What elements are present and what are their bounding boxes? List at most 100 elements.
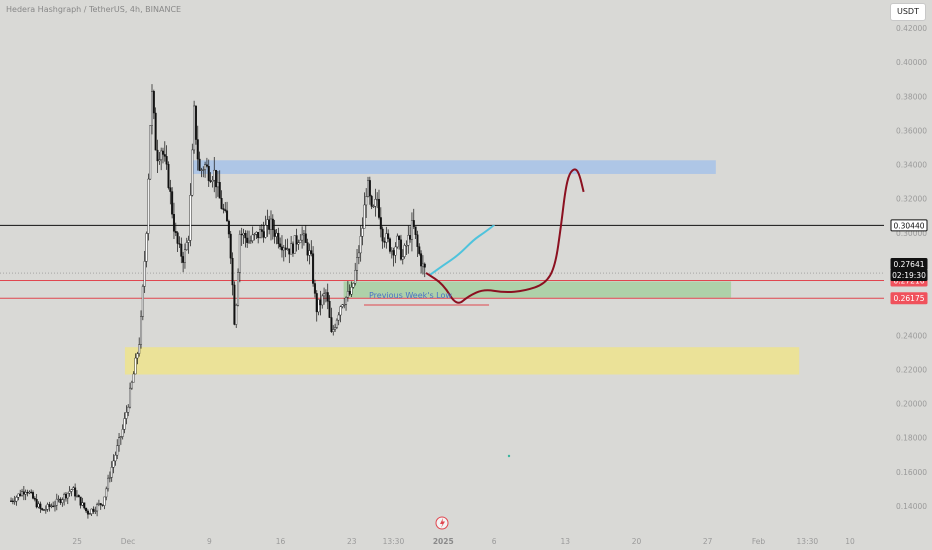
- candle-down: [280, 246, 283, 251]
- candle-down: [163, 154, 166, 157]
- candle-up: [63, 494, 66, 500]
- candle-up: [160, 150, 163, 160]
- candle-down: [348, 291, 351, 295]
- candle-down: [39, 503, 42, 509]
- candle-down: [171, 191, 174, 215]
- candle-down: [156, 149, 159, 162]
- candle-up: [248, 240, 251, 243]
- candle-down: [310, 250, 313, 254]
- candle-down: [79, 496, 82, 506]
- candle-up: [123, 418, 126, 430]
- y-tick-label: 0.40000: [896, 58, 927, 67]
- candle-down: [92, 508, 95, 512]
- candle-up: [94, 510, 97, 512]
- candle-up: [136, 353, 139, 359]
- x-tick-label: 9: [207, 537, 212, 546]
- candle-up: [264, 225, 267, 238]
- candle-up: [110, 467, 113, 478]
- candle-up: [407, 235, 410, 246]
- candle-countdown-tag: 02:19:30: [892, 271, 926, 280]
- candle-up: [385, 233, 388, 243]
- candle-up: [350, 286, 353, 295]
- candle-down: [83, 502, 86, 509]
- candle-up: [114, 454, 117, 462]
- candle-down: [226, 210, 229, 222]
- candle-up: [293, 235, 296, 254]
- candle-down: [268, 219, 271, 230]
- candle-down: [414, 226, 417, 235]
- candle-up: [130, 381, 133, 389]
- candle-up: [282, 247, 285, 251]
- candle-up: [143, 261, 146, 287]
- candle-up: [191, 149, 194, 196]
- candle-down: [52, 505, 55, 507]
- current-price-tag: 0.27641: [893, 260, 924, 269]
- candle-up: [66, 492, 69, 499]
- candle-up: [108, 477, 111, 479]
- candle-down: [33, 498, 36, 500]
- candle-down: [399, 239, 402, 260]
- candle-down: [209, 180, 212, 182]
- candle-down: [74, 487, 77, 497]
- candle-down: [416, 234, 419, 247]
- x-tick-label: 16: [276, 537, 286, 546]
- candle-up: [242, 233, 245, 236]
- candle-up: [401, 256, 404, 260]
- candle-up: [390, 250, 393, 252]
- candle-down: [10, 500, 13, 502]
- candle-up: [37, 503, 40, 508]
- x-tick-label: 6: [492, 537, 497, 546]
- candle-up: [317, 299, 320, 313]
- candle-down: [178, 243, 181, 245]
- candle-down: [295, 235, 298, 245]
- candle-down: [220, 198, 223, 209]
- candle-down: [387, 233, 390, 239]
- candle-up: [337, 314, 340, 321]
- candle-down: [224, 209, 227, 211]
- candle-up: [345, 297, 348, 305]
- candle-down: [231, 257, 234, 286]
- candle-up: [332, 329, 335, 332]
- candle-down: [277, 232, 280, 245]
- candle-down: [379, 217, 382, 230]
- candle-up: [121, 429, 124, 437]
- candle-countdown-tag-box: [890, 269, 928, 282]
- y-tick-label: 0.34000: [896, 161, 927, 170]
- y-tick-label: 0.18000: [896, 434, 927, 443]
- candle-down: [377, 198, 380, 218]
- candle-down: [423, 263, 426, 268]
- candle-up: [354, 270, 357, 284]
- candle-down: [260, 229, 263, 232]
- candle-up: [275, 232, 278, 237]
- candle-up: [116, 445, 119, 456]
- candle-up: [396, 235, 399, 248]
- candle-down: [194, 105, 197, 140]
- candle-down: [77, 495, 80, 498]
- candle-down: [330, 317, 333, 332]
- currency-button[interactable]: USDT: [890, 3, 926, 21]
- candle-down: [222, 208, 225, 210]
- candle-down: [19, 493, 22, 496]
- candle-down: [64, 494, 67, 499]
- candle-down: [271, 218, 274, 230]
- candle-down: [233, 284, 236, 325]
- candle-up: [321, 295, 324, 306]
- candle-up: [46, 504, 49, 510]
- candle-up: [357, 252, 360, 258]
- candle-up: [96, 504, 99, 512]
- candle-down: [26, 492, 29, 494]
- candle-up: [129, 387, 132, 408]
- candle-down: [30, 491, 33, 494]
- candle-up: [75, 495, 78, 497]
- candle-up: [105, 488, 108, 498]
- candle-down: [326, 292, 329, 302]
- lightning-icon[interactable]: [435, 516, 449, 530]
- candle-down: [227, 220, 230, 235]
- x-tick-label: 25: [72, 537, 82, 546]
- candle-up: [72, 487, 75, 490]
- candle-down: [86, 510, 89, 515]
- candle-up: [302, 233, 305, 236]
- candle-down: [370, 195, 373, 207]
- candle-down: [313, 283, 316, 294]
